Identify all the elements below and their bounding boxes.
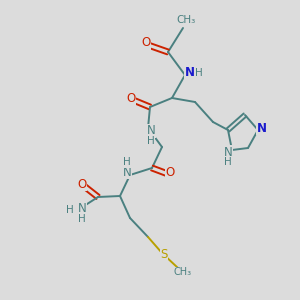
Text: H: H <box>147 136 155 146</box>
Text: H: H <box>78 214 86 224</box>
Text: N: N <box>224 146 232 158</box>
Text: H: H <box>224 157 232 167</box>
Text: CH₃: CH₃ <box>174 267 192 277</box>
Text: N: N <box>147 124 155 137</box>
Text: H: H <box>123 157 131 167</box>
Text: CH₃: CH₃ <box>176 15 196 25</box>
Text: H: H <box>66 205 74 215</box>
Text: N: N <box>78 202 86 214</box>
Text: H: H <box>195 68 203 78</box>
Text: O: O <box>77 178 87 190</box>
Text: O: O <box>165 166 175 178</box>
Text: O: O <box>126 92 136 106</box>
Text: N: N <box>185 67 195 80</box>
Text: N: N <box>123 166 131 178</box>
Text: S: S <box>160 248 168 260</box>
Text: N: N <box>257 122 267 134</box>
Text: O: O <box>141 37 151 50</box>
